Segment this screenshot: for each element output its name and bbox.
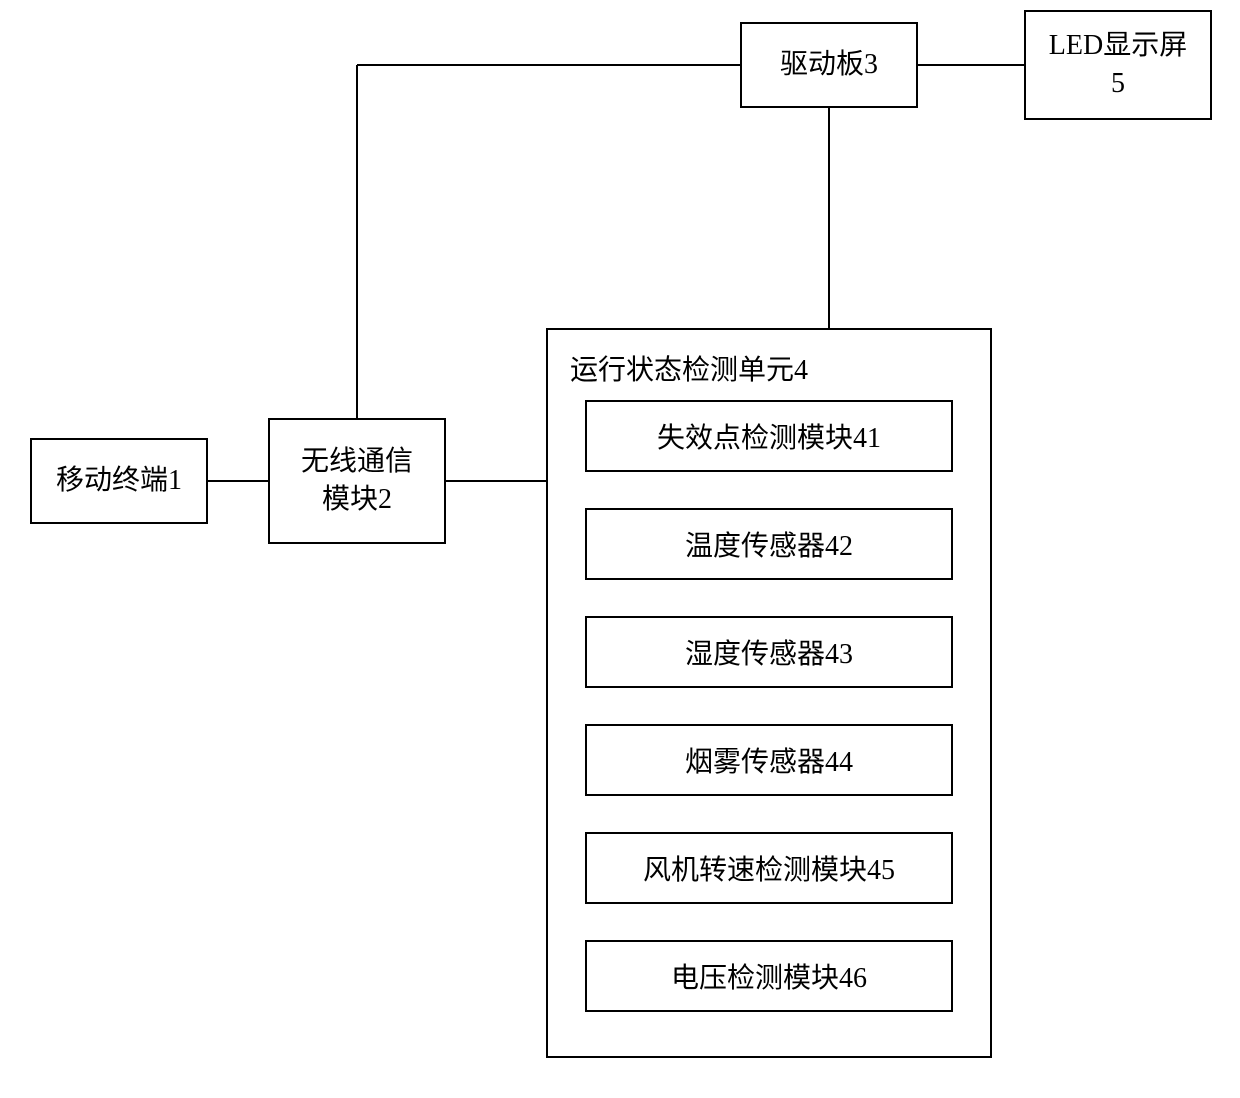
module-label: 失效点检测模块41 <box>657 416 881 456</box>
module-m43: 湿度传感器43 <box>585 616 953 688</box>
node-detection-unit: 运行状态检测单元4 失效点检测模块41 温度传感器42 湿度传感器43 烟雾传感器44… <box>546 328 992 1058</box>
node-driver-board: 驱动板3 <box>740 22 918 108</box>
node-label: 移动终端1 <box>56 462 182 500</box>
modules-container: 失效点检测模块41 温度传感器42 湿度传感器43 烟雾传感器44 风机转速检测模块45… <box>548 400 990 1012</box>
detection-unit-title: 运行状态检测单元4 <box>548 342 990 400</box>
node-label: 驱动板3 <box>780 46 878 84</box>
node-mobile-terminal: 移动终端1 <box>30 438 208 524</box>
node-led-display: LED显示屏5 <box>1024 10 1212 120</box>
module-label: 风机转速检测模块45 <box>643 848 895 888</box>
module-label: 温度传感器42 <box>685 524 853 564</box>
module-m45: 风机转速检测模块45 <box>585 832 953 904</box>
module-m41: 失效点检测模块41 <box>585 400 953 472</box>
node-label: LED显示屏5 <box>1049 27 1187 103</box>
diagram-canvas: 移动终端1 无线通信模块2 驱动板3 LED显示屏5 运行状态检测单元4 失效点… <box>0 0 1240 1098</box>
node-label: 无线通信模块2 <box>301 443 413 519</box>
module-m44: 烟雾传感器44 <box>585 724 953 796</box>
module-label: 烟雾传感器44 <box>685 740 853 780</box>
module-m46: 电压检测模块46 <box>585 940 953 1012</box>
module-m42: 温度传感器42 <box>585 508 953 580</box>
module-label: 电压检测模块46 <box>671 956 867 996</box>
module-label: 湿度传感器43 <box>685 632 853 672</box>
node-wireless-module: 无线通信模块2 <box>268 418 446 544</box>
